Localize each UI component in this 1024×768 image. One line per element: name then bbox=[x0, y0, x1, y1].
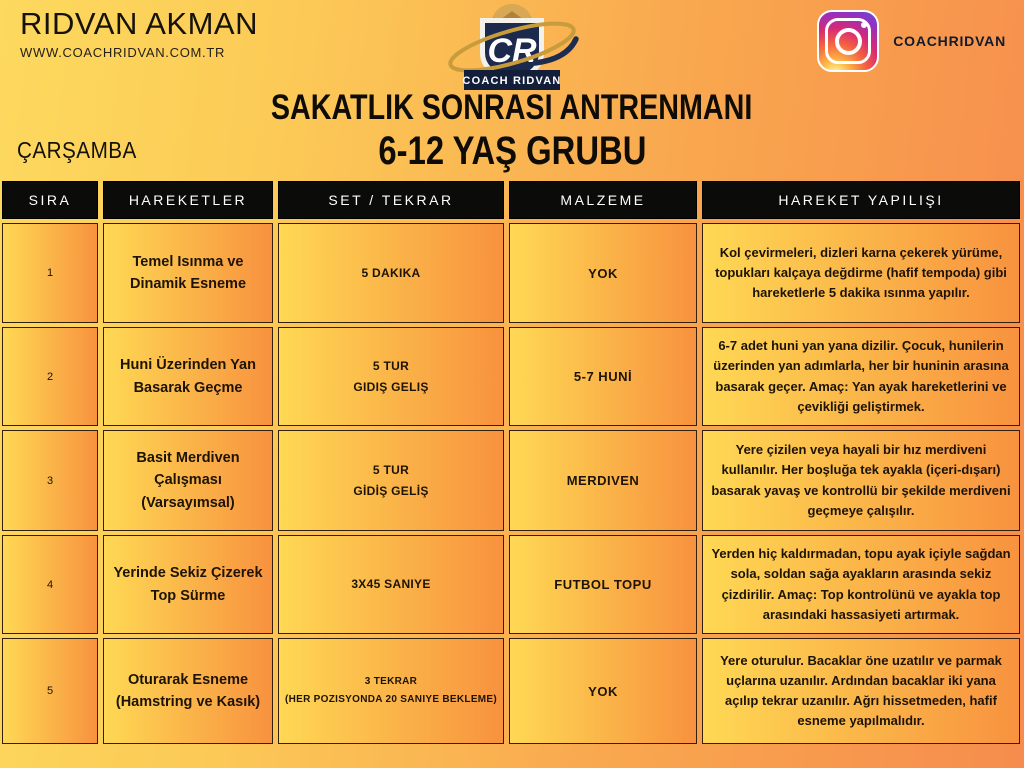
page-title: SAKATLIK SONRASI ANTRENMANI bbox=[271, 88, 753, 127]
page-subtitle: 6-12 YAŞ GRUBU bbox=[378, 128, 646, 173]
website-url: WWW.COACHRIDVAN.COM.TR bbox=[20, 45, 226, 60]
coach-name: RIDVAN AKMAN bbox=[20, 6, 258, 41]
cell-yapilis-1: Kol çevirmeleri, dizleri karna çekerek y… bbox=[702, 223, 1020, 323]
cell-malzeme-4: FUTBOL TOPU bbox=[509, 535, 697, 634]
cell-set-tekrar-2: 5 TUR GIDIŞ GELIŞ bbox=[278, 327, 504, 426]
cell-hareket-2: Huni Üzerinden Yan Basarak Geçme bbox=[103, 327, 273, 426]
day-label: ÇARŞAMBA bbox=[17, 137, 137, 163]
training-table: SIRA HAREKETLER SET / TEKRAR MALZEME HAR… bbox=[2, 181, 1020, 744]
cell-hareket-4: Yerinde Sekiz Çizerek Top Sürme bbox=[103, 535, 273, 634]
cell-sira-4: 4 bbox=[2, 535, 98, 634]
column-header-set-tekrar: SET / TEKRAR bbox=[278, 181, 504, 219]
cell-yapilis-5: Yere oturulur. Bacaklar öne uzatılır ve … bbox=[702, 638, 1020, 744]
cell-hareket-3: Basit Merdiven Çalışması (Varsayımsal) bbox=[103, 430, 273, 531]
column-header-malzeme: MALZEME bbox=[509, 181, 697, 219]
cell-sira-2: 2 bbox=[2, 327, 98, 426]
column-header-sira: SIRA bbox=[2, 181, 98, 219]
instagram-handle[interactable]: COACHRIDVAN bbox=[893, 33, 1006, 49]
column-header-hareketler: HAREKETLER bbox=[103, 181, 273, 219]
column-header-hareket-yapilisi: HAREKET YAPILIŞI bbox=[702, 181, 1020, 219]
cell-yapilis-3: Yere çizilen veya hayali bir hız merdive… bbox=[702, 430, 1020, 531]
cell-yapilis-2: 6-7 adet huni yan yana dizilir. Çocuk, h… bbox=[702, 327, 1020, 426]
cell-hareket-5: Oturarak Esneme (Hamstring ve Kasık) bbox=[103, 638, 273, 744]
brand-block: RIDVAN AKMAN WWW.COACHRIDVAN.COM.TR bbox=[20, 6, 258, 60]
cell-sira-3: 3 bbox=[2, 430, 98, 531]
instagram-frame-glyph bbox=[825, 18, 872, 64]
cell-set-tekrar-1: 5 DAKIKA bbox=[278, 223, 504, 323]
cell-malzeme-3: MERDIVEN bbox=[509, 430, 697, 531]
cell-yapilis-4: Yerden hiç kaldırmadan, topu ayak içiyle… bbox=[702, 535, 1020, 634]
instagram-badge[interactable]: COACHRIDVAN bbox=[817, 10, 1006, 72]
cell-hareket-1: Temel Isınma ve Dinamik Esneme bbox=[103, 223, 273, 323]
logo-banner-text: COACH RIDVAN bbox=[462, 75, 561, 87]
cell-malzeme-5: YOK bbox=[509, 638, 697, 744]
cell-malzeme-2: 5-7 HUNİ bbox=[509, 327, 697, 426]
coach-ridvan-logo: CR COACH RIDVAN bbox=[427, 0, 597, 92]
cell-set-tekrar-3: 5 TUR GİDİŞ GELİŞ bbox=[278, 430, 504, 531]
instagram-lens-glyph bbox=[834, 27, 862, 55]
instagram-icon[interactable] bbox=[817, 10, 880, 72]
cell-set-tekrar-5: 3 TEKRAR (HER POZISYONDA 20 SANIYE BEKLE… bbox=[278, 638, 504, 744]
shield-ball-logo-icon: CR COACH RIDVAN bbox=[448, 4, 579, 90]
instagram-flash-dot bbox=[861, 22, 868, 28]
cell-sira-5: 5 bbox=[2, 638, 98, 744]
cell-set-tekrar-4: 3X45 SANIYE bbox=[278, 535, 504, 634]
cell-sira-1: 1 bbox=[2, 223, 98, 323]
title-block: SAKATLIK SONRASI ANTRENMANI 6-12 YAŞ GRU… bbox=[0, 88, 1024, 173]
cell-malzeme-1: YOK bbox=[509, 223, 697, 323]
